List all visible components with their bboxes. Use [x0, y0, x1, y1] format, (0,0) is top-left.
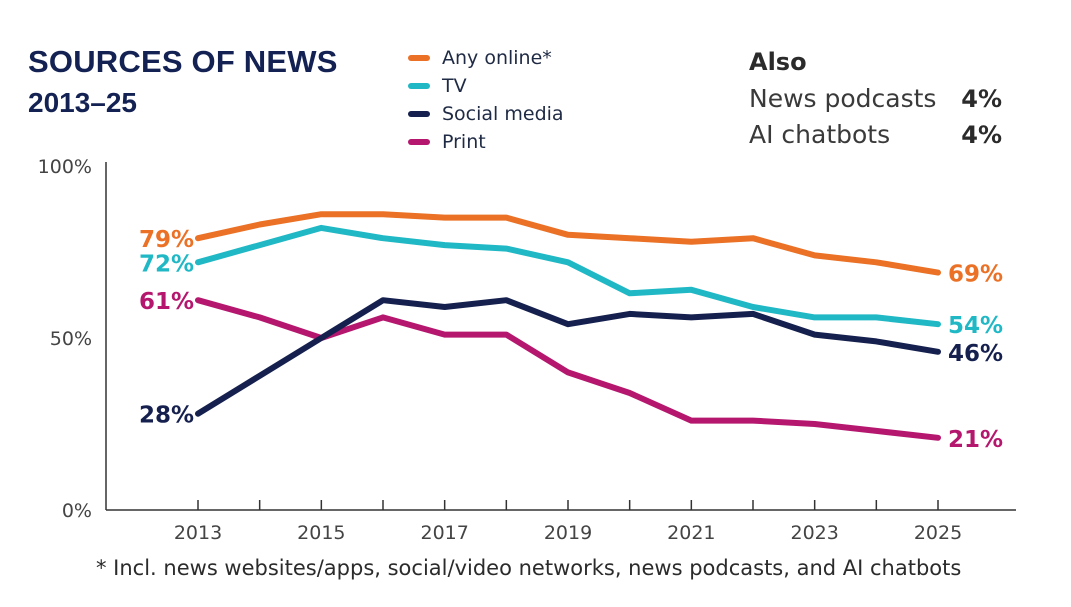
series-line-any-online: [195, 211, 941, 276]
legend-item-social-media: Social media: [408, 100, 564, 128]
legend-label-social-media: Social media: [442, 103, 564, 125]
y-tick-label: 100%: [38, 156, 92, 178]
legend-swatch-social-media: [408, 111, 430, 117]
chart-legend: Any online* TV Social media Print: [408, 44, 564, 156]
legend-item-print: Print: [408, 128, 564, 156]
legend-label-print: Print: [442, 131, 486, 153]
legend-swatch-any-online: [408, 55, 430, 61]
legend-swatch-tv: [408, 83, 430, 89]
end-value-label-print: 21%: [948, 427, 1003, 453]
also-value-ai-chatbots: 4%: [961, 121, 1002, 149]
start-value-label-social-media: 28%: [139, 403, 194, 429]
chart-subtitle: 2013–25: [28, 87, 138, 118]
legend-label-any-online: Any online*: [442, 47, 552, 69]
also-label-ai-chatbots: AI chatbots: [749, 120, 891, 149]
end-value-label-social-media: 46%: [948, 341, 1003, 367]
x-tick-label: 2023: [790, 522, 838, 544]
y-tick-label: 50%: [50, 328, 92, 350]
also-value-news-podcasts: 4%: [961, 85, 1002, 113]
also-row-news-podcasts: News podcasts 4%: [749, 84, 1002, 120]
also-title: Also: [749, 48, 807, 76]
series-line-social-media: [195, 297, 941, 417]
also-panel: Also News podcasts 4% AI chatbots 4%: [749, 48, 1019, 156]
legend-item-tv: TV: [408, 72, 564, 100]
x-tick-label: 2019: [544, 522, 592, 544]
legend-swatch-print: [408, 139, 430, 145]
x-tick-label: 2013: [174, 522, 222, 544]
also-label-news-podcasts: News podcasts: [749, 84, 937, 113]
x-tick-label: 2017: [420, 522, 468, 544]
series-line-print: [195, 297, 941, 441]
x-tick-label: 2015: [297, 522, 345, 544]
start-value-label-print: 61%: [139, 289, 194, 315]
end-value-label-any-online: 69%: [948, 262, 1003, 288]
footnote: * Incl. news websites/apps, social/video…: [96, 556, 962, 580]
start-value-label-tv: 72%: [139, 251, 194, 277]
series-line-tv: [195, 224, 941, 328]
end-value-label-tv: 54%: [948, 313, 1003, 339]
chart-title: SOURCES OF NEWS: [28, 44, 338, 79]
y-tick-label: 0%: [62, 500, 92, 522]
also-row-ai-chatbots: AI chatbots 4%: [749, 120, 1002, 156]
x-tick-label: 2021: [667, 522, 715, 544]
x-tick-label: 2025: [914, 522, 962, 544]
legend-item-any-online: Any online*: [408, 44, 564, 72]
start-value-label-any-online: 79%: [139, 227, 194, 253]
legend-label-tv: TV: [442, 75, 467, 97]
